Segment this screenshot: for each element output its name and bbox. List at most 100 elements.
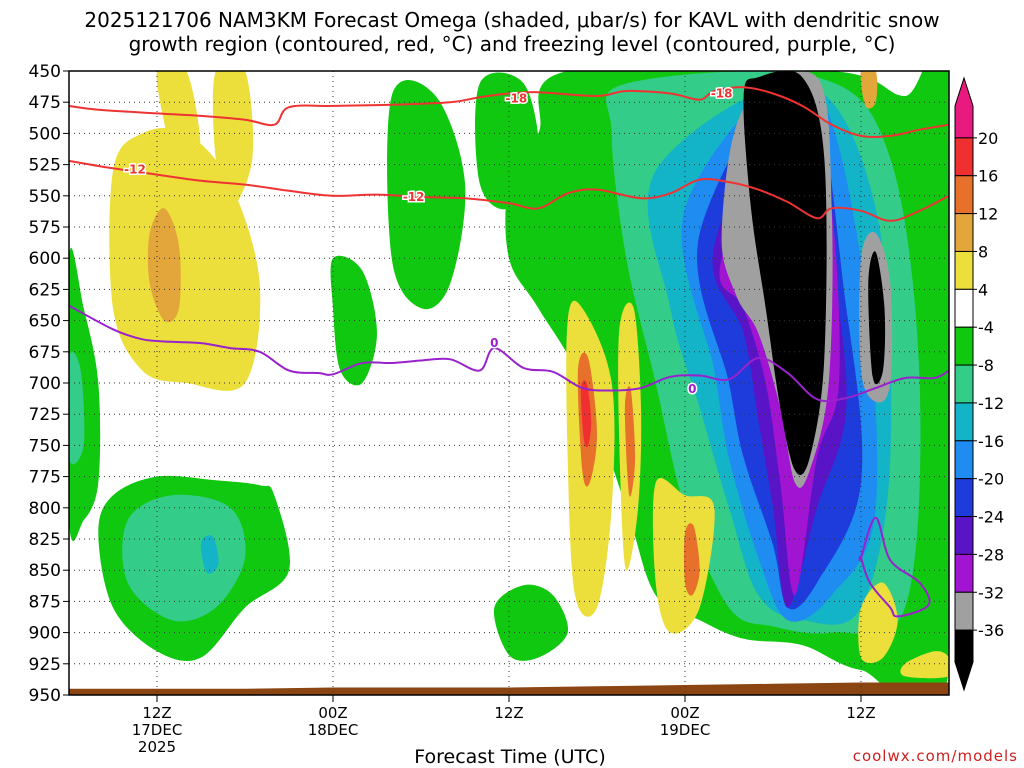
y-tick-label: 475 bbox=[29, 93, 61, 113]
y-tick-label: 700 bbox=[29, 374, 61, 394]
y-tick-label: 525 bbox=[29, 156, 61, 176]
contour-freezing-0-lowlevel bbox=[858, 516, 931, 618]
x-tick-label: 12Z bbox=[494, 704, 523, 722]
colorbar-swatch bbox=[954, 137, 974, 177]
colorbar-swatch bbox=[954, 553, 974, 593]
y-tick-label: 825 bbox=[29, 530, 61, 550]
colorbar-swatch bbox=[954, 364, 974, 404]
x-tick-label: 2025 bbox=[138, 738, 176, 756]
colorbar-swatch bbox=[954, 402, 974, 442]
omega-region-downward-low-right-orange bbox=[683, 523, 700, 596]
colorbar-label: -20 bbox=[978, 470, 1004, 489]
contour-dgz-minus12 bbox=[69, 159, 949, 222]
contour-layer: -18 -18 -12 -12 0 0 bbox=[69, 85, 949, 618]
y-tick-label: 650 bbox=[29, 312, 61, 332]
omega-region-upward-mid bbox=[330, 255, 377, 386]
terrain-surface bbox=[69, 682, 949, 695]
omega-region-downward-broad-left-gold bbox=[147, 208, 181, 323]
y-axis: 450 475 500 525 550 575 600 625 650 675 700 725 750 7… bbox=[29, 62, 69, 706]
omega-region-upward-low-left-teal bbox=[122, 494, 246, 622]
colorbar-label: 4 bbox=[978, 280, 988, 299]
colorbar-label: -28 bbox=[978, 545, 1004, 564]
colorbar-swatch bbox=[954, 175, 974, 215]
x-tick-label: 17DEC bbox=[132, 721, 183, 739]
x-tick-label: 12Z bbox=[846, 704, 875, 722]
y-tick-label: 725 bbox=[29, 405, 61, 425]
y-tick-label: 775 bbox=[29, 468, 61, 488]
omega-region-upward-lower-mid bbox=[493, 584, 569, 661]
colorbar-swatch bbox=[954, 76, 974, 139]
x-tick-label: 00Z bbox=[318, 704, 347, 722]
contour-label: -12 bbox=[124, 163, 146, 177]
colorbar-swatch bbox=[954, 440, 974, 480]
colorbar-label: -32 bbox=[978, 583, 1004, 602]
omega-region-upward-mid2 bbox=[387, 80, 466, 310]
y-tick-label: 550 bbox=[29, 187, 61, 207]
y-tick-label: 925 bbox=[29, 655, 61, 675]
y-tick-label: 625 bbox=[29, 280, 61, 300]
omega-region-downward-lower-right2 bbox=[900, 651, 949, 679]
omega-region-upward-left-edge-teal bbox=[69, 351, 85, 465]
colorbar-swatch bbox=[954, 213, 974, 252]
x-axis-title: Forecast Time (UTC) bbox=[414, 746, 606, 768]
omega-region-upward-mid3 bbox=[475, 72, 539, 210]
colorbar-label: 16 bbox=[978, 167, 998, 186]
omega-region-upward-core-east-black bbox=[868, 251, 886, 385]
colorbar-label: 20 bbox=[978, 129, 998, 148]
omega-region-downward-low-mid-red bbox=[580, 380, 592, 448]
contour-label: -18 bbox=[505, 91, 527, 105]
y-tick-label: 450 bbox=[29, 62, 61, 82]
x-tick-label: 12Z bbox=[142, 704, 171, 722]
colorbar-label: -16 bbox=[978, 432, 1004, 451]
colorbar-swatch bbox=[954, 591, 974, 631]
x-tick-label: 18DEC bbox=[308, 721, 359, 739]
y-tick-label: 800 bbox=[29, 499, 61, 519]
colorbar-label: 12 bbox=[978, 205, 998, 224]
y-tick-label: 950 bbox=[29, 686, 61, 706]
colorbar-swatch bbox=[954, 250, 974, 290]
contour-label: 0 bbox=[490, 336, 498, 350]
colorbar-swatch bbox=[954, 629, 974, 692]
y-tick-label: 900 bbox=[29, 624, 61, 644]
contour-label: -12 bbox=[403, 190, 425, 204]
omega-shading-layer bbox=[69, 71, 949, 695]
y-tick-label: 850 bbox=[29, 561, 61, 581]
y-tick-label: 675 bbox=[29, 343, 61, 363]
contour-label: -18 bbox=[711, 86, 733, 100]
colorbar-label: 8 bbox=[978, 242, 988, 261]
colorbar-swatch bbox=[954, 288, 974, 328]
colorbar-label: -24 bbox=[978, 508, 1004, 527]
omega-region-upward-left-edge bbox=[69, 248, 101, 541]
colorbar-label: -4 bbox=[978, 318, 994, 337]
y-tick-label: 750 bbox=[29, 436, 61, 456]
omega-region-downward-lower-right bbox=[858, 582, 898, 664]
x-tick-label: 00Z bbox=[670, 704, 699, 722]
contour-freezing-0 bbox=[69, 304, 949, 403]
contour-label: 0 bbox=[688, 382, 696, 396]
omega-region-upward-core bbox=[743, 71, 827, 476]
colorbar-swatch bbox=[954, 516, 974, 555]
chart-title-line-1: 2025121706 NAM3KM Forecast Omega (shaded… bbox=[84, 8, 940, 32]
y-tick-label: 575 bbox=[29, 218, 61, 238]
colorbar-swatch bbox=[954, 326, 974, 366]
y-tick-label: 600 bbox=[29, 249, 61, 269]
colorbar-label: -36 bbox=[978, 621, 1004, 640]
omega-region-downward-top-right bbox=[860, 71, 878, 109]
omega-region-downward-low-mid2-orange bbox=[624, 386, 636, 497]
credit-link[interactable]: coolwx.com/models bbox=[852, 747, 1018, 765]
x-tick-label: 19DEC bbox=[660, 721, 711, 739]
omega-region-downward-low-right bbox=[652, 478, 715, 634]
colorbar-swatch bbox=[954, 478, 974, 518]
omega-region-upward-low-left-cyan bbox=[200, 535, 219, 574]
chart-title-line-2: growth region (contoured, red, °C) and f… bbox=[128, 32, 896, 56]
y-tick-label: 875 bbox=[29, 592, 61, 612]
contour-dgz-minus18 bbox=[69, 86, 949, 138]
colorbar: 20 16 12 8 4 -4 -8 -12 -16 -20 -24 -28 -32 -36 bbox=[954, 76, 1004, 692]
colorbar-label: -8 bbox=[978, 356, 994, 375]
terrain-layer bbox=[69, 682, 949, 695]
colorbar-label: -12 bbox=[978, 394, 1004, 413]
y-tick-label: 500 bbox=[29, 124, 61, 144]
omega-region-downward-broad-left bbox=[109, 127, 261, 391]
